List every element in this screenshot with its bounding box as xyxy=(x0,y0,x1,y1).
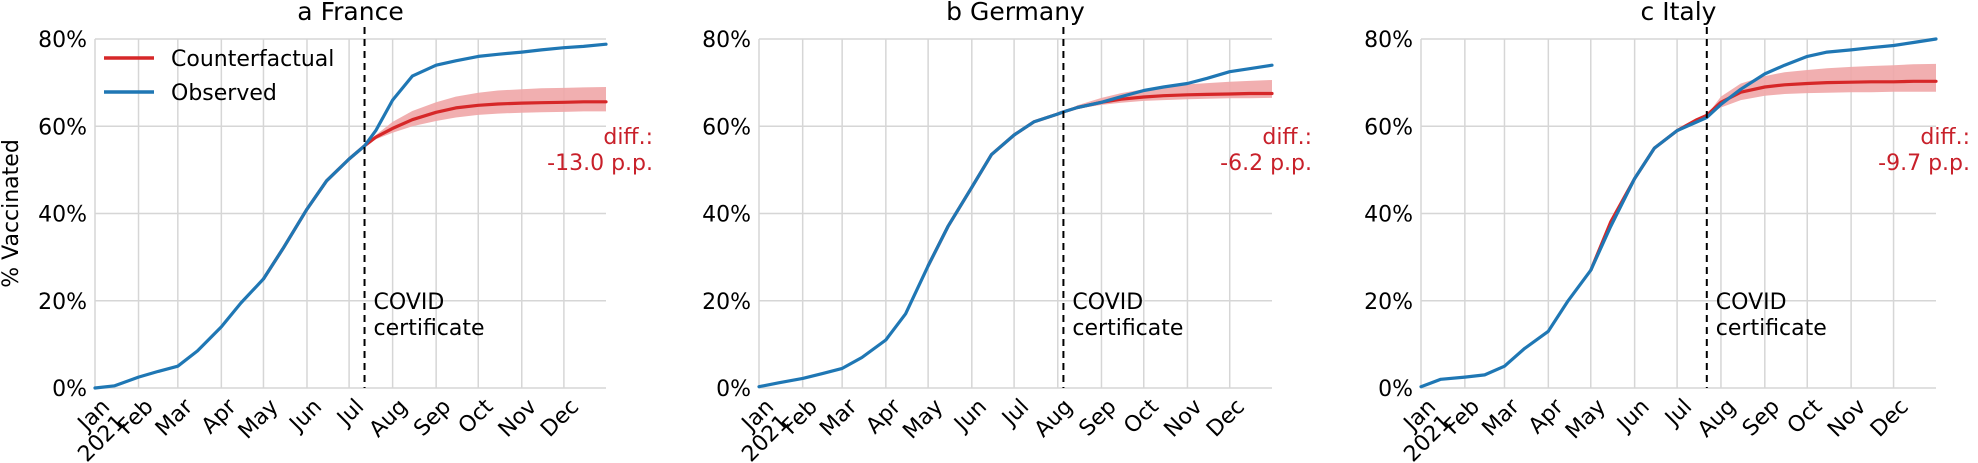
y-tick-label: 60% xyxy=(1364,115,1413,140)
svg-text:May: May xyxy=(234,394,284,444)
x-tick-label: Aug xyxy=(365,394,413,442)
svg-text:Jun: Jun xyxy=(1611,394,1654,437)
x-tick-label: May xyxy=(1561,394,1611,444)
x-tick-label: Jul xyxy=(996,394,1034,432)
x-tick-label: Nov xyxy=(1823,394,1871,442)
svg-text:Sep: Sep xyxy=(409,394,456,441)
svg-text:Mar: Mar xyxy=(815,394,863,442)
svg-text:Jun: Jun xyxy=(284,394,327,437)
counterfactual-line xyxy=(926,91,1274,268)
svg-text:Apr: Apr xyxy=(197,394,242,439)
y-tick-label: 80% xyxy=(1364,28,1413,53)
y-tick-label: 80% xyxy=(38,28,87,53)
y-tick-label: 20% xyxy=(1364,290,1413,315)
svg-text:Aug: Aug xyxy=(1030,394,1078,442)
x-tick-label: Apr xyxy=(197,394,242,439)
svg-text:Dec: Dec xyxy=(1866,394,1914,442)
svg-text:Jun: Jun xyxy=(949,394,992,437)
x-tick-label: May xyxy=(898,394,948,444)
svg-text:Apr: Apr xyxy=(1524,394,1569,439)
panel-title: c Italy xyxy=(1641,0,1717,26)
covid-certificate-label: COVID certificate xyxy=(374,290,485,341)
x-tick-label: Aug xyxy=(1693,394,1741,442)
svg-text:Dec: Dec xyxy=(536,394,584,442)
legend-entry: Counterfactual xyxy=(171,47,334,72)
x-tick-label: Jun xyxy=(949,394,992,437)
y-tick-label: 20% xyxy=(38,290,87,315)
x-tick-label: Jul xyxy=(1659,394,1697,432)
svg-text:Aug: Aug xyxy=(365,394,413,442)
svg-text:Oct: Oct xyxy=(1119,394,1164,439)
svg-text:Sep: Sep xyxy=(1075,394,1122,441)
y-tick-label: 40% xyxy=(702,203,751,228)
x-tick-label: Jun xyxy=(1611,394,1654,437)
svg-text:Jul: Jul xyxy=(1659,394,1697,432)
svg-text:Mar: Mar xyxy=(1478,394,1526,442)
x-tick-label: Oct xyxy=(1783,394,1828,439)
x-tick-label: Aug xyxy=(1030,394,1078,442)
x-tick-label: Jul xyxy=(331,394,369,432)
y-tick-label: 0% xyxy=(716,377,751,402)
counterfactual-band xyxy=(263,87,606,279)
counterfactual-band xyxy=(1590,63,1936,271)
svg-text:Oct: Oct xyxy=(454,394,499,439)
x-tick-label: Apr xyxy=(1524,394,1569,439)
panel-title: a France xyxy=(297,0,403,26)
svg-text:May: May xyxy=(898,394,948,444)
svg-text:Nov: Nov xyxy=(1160,394,1208,442)
x-tick-label: Nov xyxy=(1160,394,1208,442)
covid-certificate-label: COVID certificate xyxy=(1072,290,1183,341)
svg-text:Nov: Nov xyxy=(494,394,542,442)
covid-certificate-label: COVID certificate xyxy=(1716,290,1827,341)
x-tick-label: Jun xyxy=(284,394,327,437)
y-tick-label: 40% xyxy=(1364,203,1413,228)
svg-text:Apr: Apr xyxy=(861,394,906,439)
x-tick-label: Sep xyxy=(409,394,456,441)
x-tick-label: Sep xyxy=(1738,394,1785,441)
panel-title: b Germany xyxy=(946,0,1085,26)
diff-annotation: diff.: -9.7 p.p. xyxy=(1878,125,1970,176)
diff-annotation: diff.: -6.2 p.p. xyxy=(1220,125,1312,176)
svg-text:Mar: Mar xyxy=(151,394,199,442)
diff-annotation: diff.: -13.0 p.p. xyxy=(547,125,653,176)
y-tick-label: 40% xyxy=(38,203,87,228)
svg-text:May: May xyxy=(1561,394,1611,444)
svg-text:Sep: Sep xyxy=(1738,394,1785,441)
svg-text:Jul: Jul xyxy=(996,394,1034,432)
x-tick-label: Dec xyxy=(536,394,584,442)
x-tick-label: Apr xyxy=(861,394,906,439)
y-tick-label: 60% xyxy=(38,115,87,140)
y-tick-label: 0% xyxy=(52,377,87,402)
y-tick-label: 0% xyxy=(1378,377,1413,402)
x-tick-label: Sep xyxy=(1075,394,1122,441)
svg-text:Jul: Jul xyxy=(331,394,369,432)
x-tick-label: Oct xyxy=(1119,394,1164,439)
x-tick-label: Oct xyxy=(454,394,499,439)
y-axis-label: % Vaccinated xyxy=(0,139,24,288)
svg-text:Nov: Nov xyxy=(1823,394,1871,442)
legend: Counterfactual Observed xyxy=(104,47,334,106)
y-tick-label: 80% xyxy=(702,28,751,53)
x-tick-label: Nov xyxy=(494,394,542,442)
x-tick-label: May xyxy=(234,394,284,444)
x-tick-label: Mar xyxy=(815,394,863,442)
observed-line xyxy=(757,63,1274,389)
counterfactual-line xyxy=(261,100,608,281)
x-tick-label: Mar xyxy=(1478,394,1526,442)
observed-line xyxy=(1419,37,1938,389)
legend-entry: Observed xyxy=(171,81,277,106)
y-tick-label: 20% xyxy=(702,290,751,315)
y-tick-label: 60% xyxy=(702,115,751,140)
svg-text:Dec: Dec xyxy=(1202,394,1250,442)
svg-text:Aug: Aug xyxy=(1693,394,1741,442)
svg-text:Oct: Oct xyxy=(1783,394,1828,439)
x-tick-label: Mar xyxy=(151,394,199,442)
x-tick-label: Dec xyxy=(1866,394,1914,442)
observed-line xyxy=(93,42,608,390)
x-tick-label: Dec xyxy=(1202,394,1250,442)
